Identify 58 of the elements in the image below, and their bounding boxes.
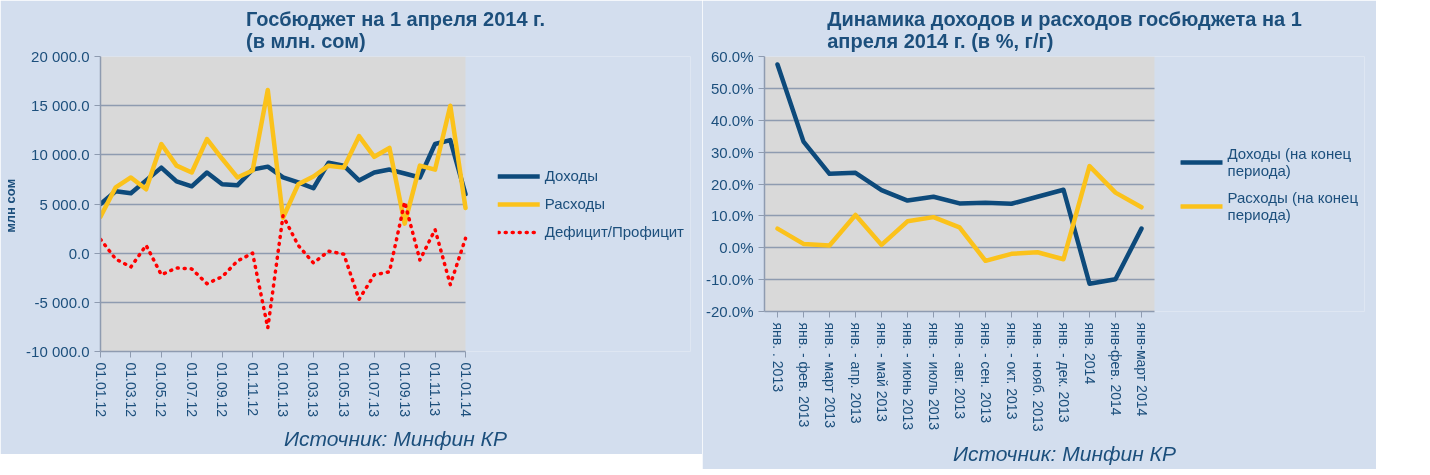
x-tick-label: янв. - окт. 2013 xyxy=(1003,322,1020,420)
y-tick-label: 30.0% xyxy=(710,143,754,161)
y-tick-label: 20.0% xyxy=(710,175,754,193)
x-tick-label: 01.09.13 xyxy=(396,362,413,418)
legend-label: Доходы xyxy=(544,167,599,184)
line-series xyxy=(100,200,468,330)
x-tick-label: янв. - апр. 2013 xyxy=(847,322,864,424)
chart-title: Динамика доходов и расходов госбюджета на 1 апреля 2014 г. (в %, г/г) xyxy=(827,7,1302,52)
x-tick-label: 01.03.12 xyxy=(122,362,139,418)
legend-label: Дефицит/Профицит xyxy=(544,223,684,240)
line-series xyxy=(775,163,1144,264)
x-tick-label: янв-март 2014 xyxy=(1133,322,1150,417)
legend-label: Доходы (на конец периода) xyxy=(1227,144,1352,179)
y-tick-label: 15 000.0 xyxy=(31,97,90,115)
x-tick-label: янв. 2014 xyxy=(1081,322,1098,385)
x-tick-label: 01.09.12 xyxy=(214,362,231,418)
x-tick-label: янв. - нояб. 2013 xyxy=(1029,322,1046,432)
y-tick-label: -20.0% xyxy=(705,303,754,320)
y-tick-label: -10 000.0 xyxy=(26,343,90,360)
legend-label: Расходы xyxy=(544,195,605,212)
x-tick-label: 01.05.13 xyxy=(335,362,352,418)
y-tick-label: -10.0% xyxy=(705,271,754,289)
line-series xyxy=(100,87,468,226)
y-tick-label: 0.0 xyxy=(68,244,90,262)
y-tick-label: 10 000.0 xyxy=(31,146,90,164)
x-tick-label: 01.07.13 xyxy=(366,362,383,418)
y-tick-label: 0.0% xyxy=(719,239,754,257)
x-tick-label: янв. - авг. 2013 xyxy=(951,322,968,420)
line-series xyxy=(775,62,1144,287)
x-tick-label: 01.01.12 xyxy=(92,362,109,418)
y-tick-label: 10.0% xyxy=(710,207,754,225)
chart-title: Госбюджет на 1 апреля 2014 г. (в млн. сом) xyxy=(246,7,545,52)
x-tick-label: 01.05.12 xyxy=(153,362,170,418)
x-tick-label: 01.11.13 xyxy=(427,362,444,417)
x-tick-label: янв. - дек. 2013 xyxy=(1055,322,1072,423)
y-tick-label: 50.0% xyxy=(710,79,754,97)
y-tick-label: 5 000.0 xyxy=(39,195,90,213)
x-tick-label: янв. - фев. 2013 xyxy=(795,322,812,428)
y-tick-label: 60.0% xyxy=(710,48,754,65)
x-tick-label: янв. - сен. 2013 xyxy=(977,322,994,424)
x-tick-label: янв. - март 2013 xyxy=(821,322,838,429)
x-tick-label: янв-фев. 2014 xyxy=(1107,322,1124,416)
x-tick-label: 01.01.13 xyxy=(275,362,291,418)
x-tick-label: янв. . 2013 xyxy=(769,322,786,393)
y-tick-label: -5 000.0 xyxy=(34,293,90,311)
x-tick-label: янв. - июнь 2013 xyxy=(899,322,916,431)
text: Источник: Минфин КР xyxy=(284,426,507,450)
x-tick-label: янв. - июль 2013 xyxy=(925,322,942,431)
x-tick-label: янв. - май 2013 xyxy=(873,322,890,423)
x-tick-label: 01.11.12 xyxy=(244,362,261,417)
x-tick-label: 01.01.14 xyxy=(457,362,474,418)
y-tick-label: 20 000.0 xyxy=(31,48,90,65)
x-tick-label: 01.07.12 xyxy=(183,362,200,418)
x-tick-label: 01.03.13 xyxy=(305,362,322,418)
y-axis-title: млн сом xyxy=(3,178,19,233)
text: Источник: Минфин КР xyxy=(953,441,1176,465)
y-tick-label: 40.0% xyxy=(710,111,754,129)
legend-label: Расходы (на конец периода) xyxy=(1227,188,1358,223)
